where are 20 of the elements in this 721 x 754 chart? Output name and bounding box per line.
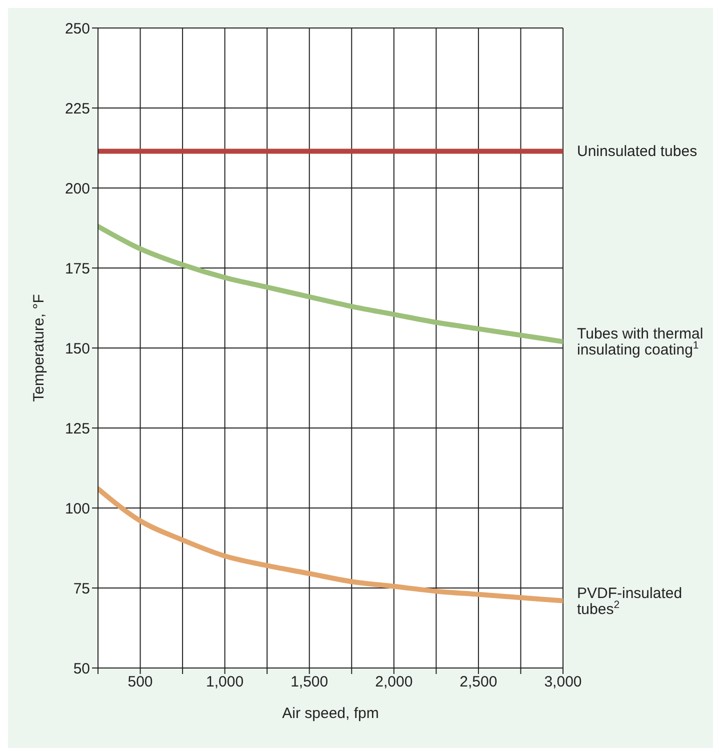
y-axis-title: Temperature, °F bbox=[30, 294, 48, 402]
x-tick-label: 2,000 bbox=[375, 674, 413, 691]
y-tick-label: 200 bbox=[64, 180, 90, 198]
y-tick-label: 250 bbox=[64, 20, 90, 38]
x-tick-label: 1,500 bbox=[290, 674, 328, 691]
series-label: Tubes with thermal insulating coating$^{1}$ bbox=[577, 326, 704, 359]
series-label: Uninsulated tubes bbox=[577, 143, 698, 160]
series-label: PVDF-insulated tubes$^{2}$ bbox=[577, 584, 682, 618]
y-tick-label: 75 bbox=[73, 580, 90, 598]
y-tick-label: 150 bbox=[64, 340, 90, 358]
y-tick-label: 50 bbox=[73, 660, 90, 678]
y-tick-label: 225 bbox=[64, 100, 90, 118]
x-tick-label: 1,000 bbox=[206, 674, 244, 691]
x-tick-label: 500 bbox=[128, 674, 153, 691]
y-tick-label: 125 bbox=[64, 420, 90, 438]
y-tick-label: 100 bbox=[64, 500, 90, 518]
x-tick-label: 3,000 bbox=[544, 674, 582, 691]
y-tick-label: 175 bbox=[64, 260, 90, 278]
x-axis-title: Air speed, fpm bbox=[282, 705, 379, 722]
x-tick-label: 2,500 bbox=[460, 674, 498, 691]
